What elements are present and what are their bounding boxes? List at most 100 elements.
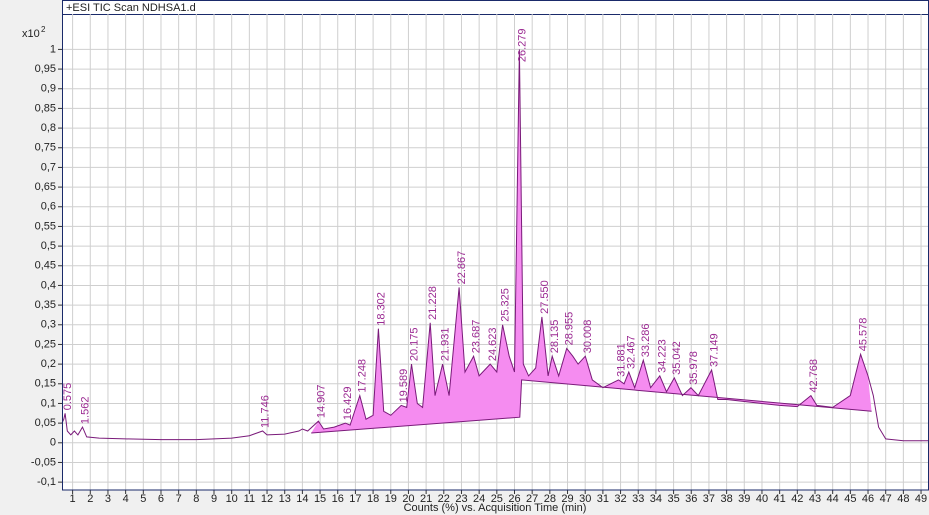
y-tick-label: -0,1 [37, 476, 56, 488]
x-tick-label: 30 [579, 493, 591, 505]
peak-label: 22.867 [456, 251, 468, 285]
x-tick-label: 16 [332, 493, 344, 505]
y-tick-label: 0,2 [41, 358, 56, 370]
peak-label: 35.042 [671, 341, 683, 375]
y-tick-label: 0,4 [41, 279, 56, 291]
y-tick-label: 0,15 [35, 378, 56, 390]
y-tick-label: 0,1 [41, 397, 56, 409]
peak-label: 23.687 [471, 320, 483, 354]
x-tick-label: 6 [158, 493, 164, 505]
x-tick-label: 42 [791, 493, 803, 505]
x-tick-label: 46 [862, 493, 874, 505]
x-tick-label: 10 [226, 493, 238, 505]
tic-trace [61, 49, 929, 442]
x-tick-label: 28 [544, 493, 556, 505]
peak-label: 34.223 [657, 339, 669, 373]
y-tick-label: 0,5 [41, 240, 56, 252]
x-tick-label: 23 [455, 493, 467, 505]
x-tick-label: 40 [756, 493, 768, 505]
x-axis-label: Counts (%) vs. Acquisition Time (min) [404, 502, 587, 514]
peak-label: 33.286 [640, 324, 652, 358]
y-tick-label: 0,8 [41, 122, 56, 134]
peak-label: 32.467 [626, 335, 638, 369]
x-tick-label: 49 [915, 493, 927, 505]
peak-label: 16.429 [342, 386, 354, 420]
peak-label: 27.550 [539, 280, 551, 314]
chart-title: +ESI TIC Scan NDHSA1.d [66, 2, 196, 14]
x-tick-label: 12 [261, 493, 273, 505]
peak-label: 37.149 [708, 333, 720, 367]
x-tick-label: 27 [526, 493, 538, 505]
x-tick-label: 38 [720, 493, 732, 505]
x-tick-label: 11 [244, 493, 255, 505]
x-tick-label: 22 [438, 493, 450, 505]
peak-label: 17.248 [357, 359, 369, 393]
peak-label: 28.135 [549, 320, 561, 354]
peak-label: 42.768 [808, 359, 820, 393]
x-tick-label: 14 [296, 493, 308, 505]
peak-label: 25.325 [499, 288, 511, 322]
y-tick-label: 1 [50, 43, 56, 55]
x-tick-label: 7 [176, 493, 182, 505]
x-tick-label: 1 [70, 493, 76, 505]
x-tick-label: 47 [880, 493, 892, 505]
peak-label: 21.931 [439, 327, 451, 361]
x-tick-label: 41 [774, 493, 786, 505]
x-tick-label: 17 [349, 493, 361, 505]
peak-label: 11.746 [259, 395, 271, 428]
peak-label: 18.302 [375, 292, 387, 326]
x-tick-label: 31 [597, 493, 609, 505]
y-multiplier: x10 [22, 28, 40, 40]
x-tick-label: 35 [667, 493, 679, 505]
x-tick-label: 45 [844, 493, 856, 505]
x-tick-label: 4 [123, 493, 129, 505]
y-tick-label: 0,9 [41, 83, 56, 95]
y-tick-label: 0,45 [35, 260, 56, 272]
x-tick-label: 5 [140, 493, 146, 505]
peak-label: 26.279 [516, 28, 528, 62]
peak-label: 0.575 [62, 383, 74, 411]
y-tick-label: 0,7 [41, 161, 56, 173]
y-tick-label: 0,3 [41, 319, 56, 331]
y-tick-label: -0,05 [31, 456, 56, 468]
x-tick-label: 26 [508, 493, 520, 505]
x-tick-label: 8 [193, 493, 199, 505]
y-tick-label: 0,05 [35, 417, 56, 429]
x-tick-label: 33 [632, 493, 644, 505]
x-tick-label: 44 [827, 493, 839, 505]
peak-label: 45.578 [857, 318, 869, 352]
y-tick-label: 0,35 [35, 299, 56, 311]
x-tick-label: 20 [402, 493, 414, 505]
x-tick-label: 43 [809, 493, 821, 505]
x-tick-label: 37 [703, 493, 715, 505]
x-tick-label: 25 [491, 493, 503, 505]
peak-label: 31.881 [615, 343, 627, 377]
x-tick-label: 39 [738, 493, 750, 505]
peak-label: 30.008 [582, 320, 594, 354]
y-tick-label: 0 [50, 437, 56, 449]
x-tick-label: 29 [561, 493, 573, 505]
x-tick-label: 9 [211, 493, 217, 505]
y-tick-label: 0,95 [35, 63, 56, 75]
y-tick-label: 0,6 [41, 201, 56, 213]
peak-label: 28.955 [564, 312, 576, 346]
x-tick-label: 24 [473, 493, 485, 505]
baseline [311, 379, 872, 434]
peak-label: 19.589 [398, 369, 410, 403]
x-tick-label: 15 [314, 493, 326, 505]
x-tick-label: 19 [385, 493, 397, 505]
peak-label: 24.623 [487, 327, 499, 361]
x-tick-label: 48 [897, 493, 909, 505]
y-multiplier-exp: 2 [41, 25, 46, 34]
x-tick-label: 32 [614, 493, 626, 505]
x-tick-label: 2 [87, 493, 93, 505]
y-tick-label: 0,75 [35, 142, 56, 154]
peak-label: 21.228 [427, 286, 439, 320]
x-tick-label: 13 [279, 493, 291, 505]
x-tick-label: 34 [650, 493, 662, 505]
y-tick-label: 0,65 [35, 181, 56, 193]
x-tick-label: 36 [685, 493, 697, 505]
peak-label: 14.907 [315, 385, 327, 419]
x-tick-label: 18 [367, 493, 379, 505]
